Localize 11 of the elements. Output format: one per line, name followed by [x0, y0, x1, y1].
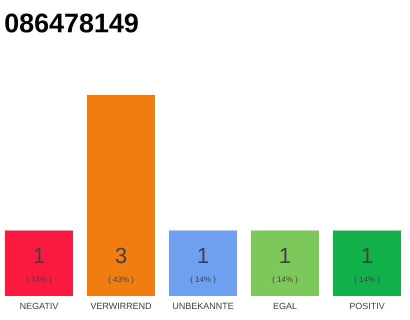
x-tick-label: VERWIRREND	[90, 302, 152, 309]
annotation: 1	[362, 248, 372, 263]
x-tick-label: UNBEKANNTE	[173, 302, 234, 310]
x-tick-label: EGAL	[274, 302, 297, 310]
annotation: 3	[116, 248, 126, 264]
annotation: 1	[198, 248, 208, 263]
x-tick-label: POSITIV	[350, 302, 385, 310]
annotation: 1	[34, 248, 44, 263]
annotation: 1	[280, 248, 290, 263]
x-tick-label: NEGATIV	[20, 302, 58, 310]
chart-title: 086478149	[5, 13, 138, 33]
